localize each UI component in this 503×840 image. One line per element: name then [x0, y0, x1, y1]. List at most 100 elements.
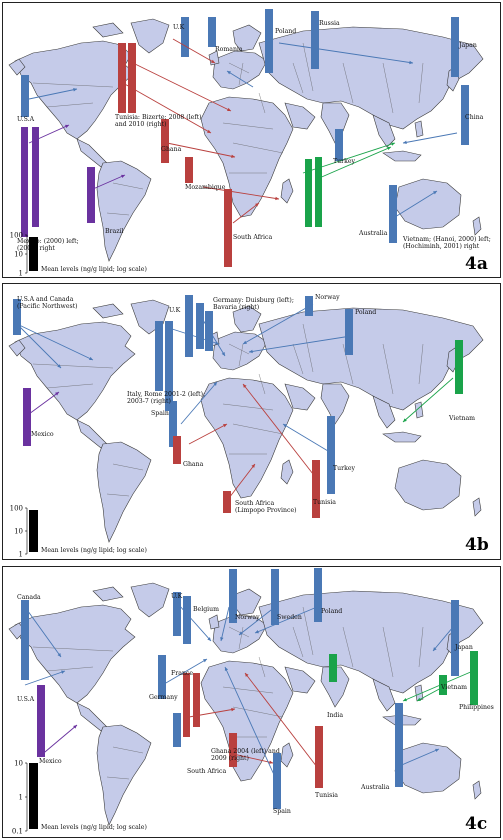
arrow-head [435, 748, 439, 753]
country-label: India [327, 712, 343, 719]
location-arrow [24, 606, 62, 658]
concentration-bar [305, 159, 312, 227]
concentration-bar [185, 295, 193, 357]
arrow-head [223, 424, 227, 428]
location-arrow [394, 190, 438, 218]
location-arrow [16, 323, 94, 361]
country-label: Spain [151, 410, 169, 417]
concentration-bar [327, 416, 335, 494]
country-label: Canada [17, 594, 41, 601]
concentration-bar [315, 726, 323, 788]
legend-tick-label: 10 [14, 528, 23, 536]
arrow-head [61, 670, 65, 674]
location-arrow [402, 132, 458, 144]
arrow-head [433, 191, 437, 195]
country-label: Ghana [161, 146, 182, 153]
concentration-bar [208, 17, 216, 47]
location-arrow [432, 626, 454, 652]
arrow-head [243, 340, 247, 344]
country-label: U.K [169, 307, 181, 314]
country-label: Romania [215, 46, 243, 53]
world-landmass [8, 18, 484, 262]
location-arrow [168, 327, 220, 345]
country-label: Brazil [105, 228, 123, 235]
country-label: South Africa [235, 500, 274, 507]
arrow-head [251, 464, 255, 468]
arrow-head [57, 653, 61, 657]
country-label: Japan [458, 42, 477, 49]
concentration-bar [265, 9, 273, 73]
concentration-bar [128, 43, 136, 113]
location-arrow [28, 124, 70, 144]
location-arrow [180, 381, 218, 425]
country-label: Tunisia: Bizerte; 2008 (left) [115, 114, 202, 121]
country-label: U.K [171, 593, 183, 600]
concentration-bar [315, 157, 322, 227]
country-label: Turkey [333, 158, 355, 165]
arrow-head [283, 424, 287, 428]
location-arrow [244, 672, 318, 768]
country-label: Ghana 2004 (left) and [211, 748, 280, 755]
map-4c-svg: Canada U.K Belgium Norway Sweden Poland Japan F… [8, 568, 494, 836]
concentration-bar [439, 675, 447, 695]
location-arrow [242, 383, 314, 475]
country-label: Vietnam [440, 684, 467, 691]
location-arrow [402, 670, 474, 702]
location-arrow [396, 748, 440, 768]
concentration-bar [23, 388, 31, 446]
location-arrow [316, 146, 392, 180]
concentration-bar [21, 600, 29, 680]
location-arrow [38, 724, 78, 758]
country-label: Germany [149, 694, 178, 701]
arrow-head [269, 760, 273, 764]
arrow-head [231, 707, 235, 712]
arrow-head [403, 140, 407, 145]
legend-label: Mean levels (ng/g lipid; log scale) [41, 824, 147, 831]
legend-tick-label: 1 [19, 270, 23, 278]
map-4a-svg: U.K Romania Poland Russia Japan U.S.A Tunisia:… [8, 9, 491, 278]
country-label: Norway [315, 294, 340, 301]
arrow-head [89, 356, 93, 361]
arrow-head [403, 418, 407, 422]
concentration-bar [271, 569, 279, 625]
concentration-bar [169, 401, 177, 447]
country-label: 2003-7 (right) [127, 398, 171, 405]
arrow-head [255, 630, 259, 634]
country-label: Japan [454, 644, 473, 651]
arrow-head [213, 382, 217, 386]
concentration-bar [395, 703, 403, 787]
arrow-head [65, 124, 69, 129]
country-label: Norway [235, 614, 260, 621]
concentration-bar [161, 119, 169, 163]
country-label: 2009 (right) [211, 755, 249, 762]
concentration-bar [32, 127, 39, 227]
arrow-head [239, 631, 243, 635]
location-arrow [132, 62, 232, 112]
country-label: (Pacific Northwest) [17, 303, 78, 310]
country-label: Poland [355, 309, 376, 316]
location-arrow [24, 670, 66, 686]
concentration-bar [196, 303, 204, 349]
concentration-bar [229, 733, 237, 767]
map-panel-4a: U.K Romania Poland Russia Japan U.S.A Tunisia:… [2, 2, 501, 278]
concentration-bar [183, 673, 190, 737]
concentration-bar [273, 753, 281, 809]
location-arrow [28, 391, 60, 415]
concentration-bar [329, 654, 337, 682]
panel-id: 4c [465, 814, 487, 834]
country-label: Vietnam; (Hanoi, 2000) left; [402, 236, 491, 243]
location-arrow [278, 42, 414, 64]
concentration-bar [389, 185, 397, 243]
arrow-head [249, 349, 253, 354]
concentration-bar [21, 75, 29, 117]
country-label: Spain [273, 808, 291, 815]
arrow-head [55, 392, 59, 396]
country-label: Poland [321, 608, 342, 615]
legend-tick-label: 10 [14, 251, 23, 259]
legend-scale-bar [29, 510, 38, 552]
country-label: Australia [360, 784, 390, 791]
location-arrow [224, 666, 276, 778]
legend-tick-label: 1 [19, 551, 23, 559]
concentration-bar [455, 340, 463, 394]
concentration-bar [461, 85, 469, 145]
